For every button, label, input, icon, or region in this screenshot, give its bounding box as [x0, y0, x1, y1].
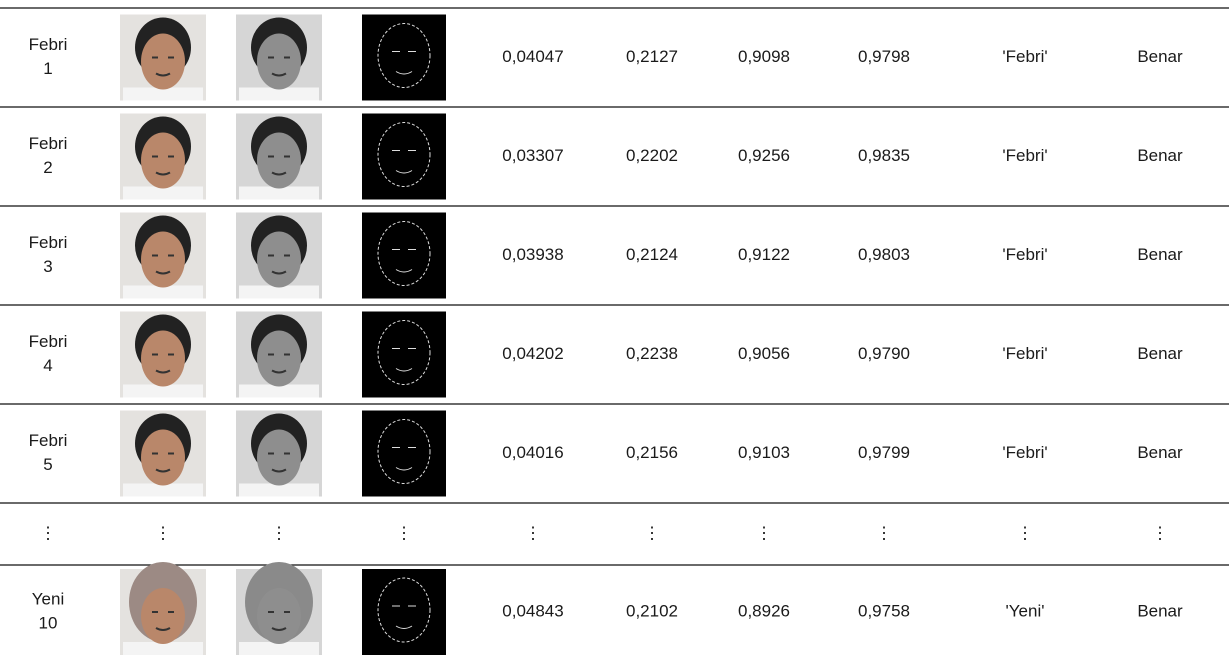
cell: 'Febri' [1002, 47, 1047, 66]
cell: 'Febri' [1002, 344, 1047, 363]
cell: 0,2127 [626, 47, 678, 66]
face [257, 588, 301, 644]
cell: 0,04047 [502, 47, 563, 66]
cell: 0,04016 [502, 443, 563, 462]
page: {"table": {"rows": [ {"label": ["Febri",… [0, 0, 1229, 659]
cell: 0,9798 [858, 47, 910, 66]
cell: 0,9103 [738, 443, 790, 462]
face [257, 232, 301, 288]
face [141, 331, 185, 387]
cell: 0,03307 [502, 146, 563, 165]
row-label: 4 [43, 356, 52, 375]
ellipsis: ⋮ [876, 523, 893, 542]
cell: 0,9790 [858, 344, 910, 363]
cell: Benar [1137, 601, 1183, 620]
cell: 0,9256 [738, 146, 790, 165]
cell: 0,9122 [738, 245, 790, 264]
row-label: Febri [29, 431, 68, 450]
cell: 0,04202 [502, 344, 563, 363]
cell: 'Febri' [1002, 146, 1047, 165]
row-label: 10 [39, 613, 58, 632]
face [141, 232, 185, 288]
cell: 0,9758 [858, 601, 910, 620]
cell: 0,04843 [502, 601, 563, 620]
cell: 0,2102 [626, 601, 678, 620]
ellipsis: ⋮ [644, 523, 661, 542]
cell: 0,03938 [502, 245, 563, 264]
face [257, 430, 301, 486]
row-label: Febri [29, 134, 68, 153]
ellipsis: ⋮ [396, 523, 413, 542]
cell: Benar [1137, 344, 1183, 363]
cell: 0,8926 [738, 601, 790, 620]
ellipsis: ⋮ [525, 523, 542, 542]
cell: 0,9803 [858, 245, 910, 264]
row-label: Febri [29, 233, 68, 252]
cell: 0,9056 [738, 344, 790, 363]
row-label: 5 [43, 455, 52, 474]
ellipsis: ⋮ [155, 523, 172, 542]
face [141, 34, 185, 90]
cell: 'Yeni' [1006, 601, 1045, 620]
row-label: Febri [29, 35, 68, 54]
cell: 0,2238 [626, 344, 678, 363]
face [141, 588, 185, 644]
cell: 0,9098 [738, 47, 790, 66]
row-label: 1 [43, 59, 52, 78]
row-label: Febri [29, 332, 68, 351]
cell: 0,2156 [626, 443, 678, 462]
face [257, 34, 301, 90]
cell: 0,9799 [858, 443, 910, 462]
cell: Benar [1137, 146, 1183, 165]
row-label: 3 [43, 257, 52, 276]
face [141, 133, 185, 189]
cell: Benar [1137, 47, 1183, 66]
row-label: Yeni [32, 589, 64, 608]
cell: 0,9835 [858, 146, 910, 165]
ellipsis: ⋮ [271, 523, 288, 542]
row-label: 2 [43, 158, 52, 177]
ellipsis: ⋮ [1017, 523, 1034, 542]
cell: Benar [1137, 245, 1183, 264]
ellipsis: ⋮ [40, 523, 57, 542]
cell: 'Febri' [1002, 245, 1047, 264]
cell: 'Febri' [1002, 443, 1047, 462]
face [257, 331, 301, 387]
face [141, 430, 185, 486]
ellipsis: ⋮ [1152, 523, 1169, 542]
cell: Benar [1137, 443, 1183, 462]
ellipsis: ⋮ [756, 523, 773, 542]
results-table: Febri 1 0,04047 0,2127 0,9098 0,9798 'Febri' Be… [0, 0, 1229, 659]
cell: 0,2124 [626, 245, 678, 264]
face [257, 133, 301, 189]
cell: 0,2202 [626, 146, 678, 165]
